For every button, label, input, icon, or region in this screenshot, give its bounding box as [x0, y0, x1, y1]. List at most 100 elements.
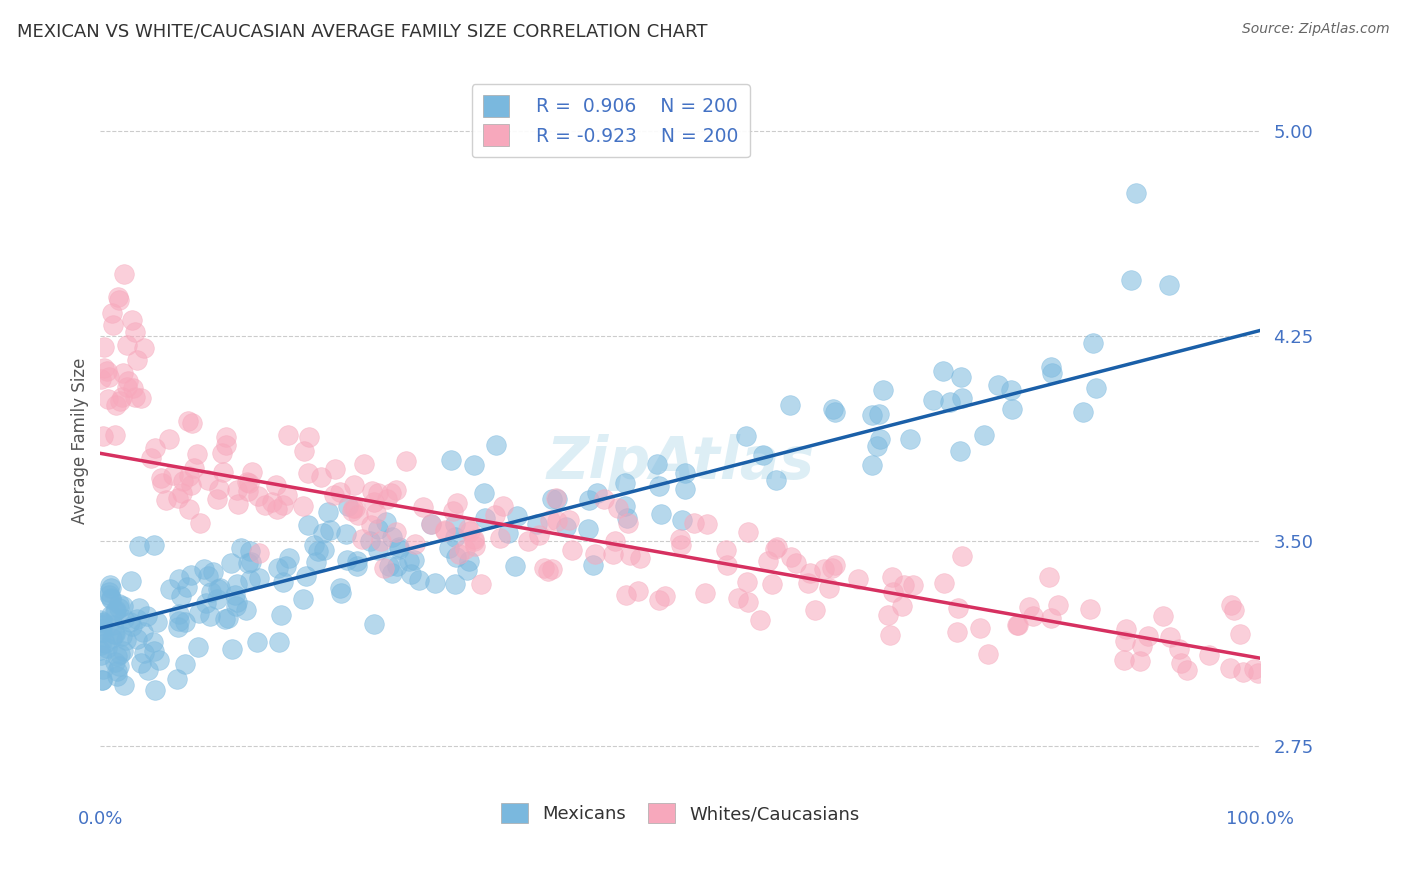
Point — [616, 516, 638, 530]
Point — [1071, 404, 1094, 418]
Point — [105, 648, 128, 663]
Point — [1168, 641, 1191, 656]
Point — [247, 571, 270, 585]
Point — [879, 628, 901, 642]
Point — [446, 496, 468, 510]
Point — [456, 563, 478, 577]
Y-axis label: Average Family Size: Average Family Size — [72, 358, 89, 524]
Point — [120, 574, 142, 589]
Point — [173, 657, 195, 671]
Point — [238, 484, 260, 499]
Point — [112, 678, 135, 692]
Point — [118, 615, 141, 629]
Point — [900, 432, 922, 446]
Point — [104, 427, 127, 442]
Point — [205, 491, 228, 506]
Point — [1114, 633, 1136, 648]
Point — [735, 429, 758, 443]
Point — [105, 668, 128, 682]
Point — [470, 576, 492, 591]
Point — [541, 491, 564, 506]
Point — [603, 534, 626, 549]
Point — [297, 517, 319, 532]
Point — [197, 569, 219, 583]
Point — [104, 398, 127, 412]
Point — [366, 506, 388, 520]
Point — [90, 673, 112, 687]
Point — [159, 582, 181, 596]
Point — [546, 515, 568, 529]
Point — [309, 469, 332, 483]
Point — [90, 638, 112, 652]
Point — [215, 430, 238, 444]
Point — [132, 646, 155, 660]
Point — [101, 306, 124, 320]
Point — [555, 520, 578, 534]
Point — [716, 558, 738, 573]
Point — [765, 473, 787, 487]
Point — [157, 432, 180, 446]
Point — [544, 491, 567, 506]
Point — [441, 503, 464, 517]
Point — [176, 580, 198, 594]
Point — [91, 615, 114, 630]
Point — [98, 577, 121, 591]
Point — [188, 516, 211, 530]
Point — [654, 589, 676, 603]
Point — [312, 542, 335, 557]
Point — [1040, 366, 1063, 380]
Point — [346, 554, 368, 568]
Point — [946, 625, 969, 640]
Point — [169, 589, 191, 603]
Point — [298, 430, 321, 444]
Point — [370, 534, 392, 549]
Point — [143, 442, 166, 456]
Point — [848, 572, 870, 586]
Point — [576, 523, 599, 537]
Point — [444, 530, 467, 544]
Point — [1170, 656, 1192, 670]
Point — [373, 561, 395, 575]
Point — [108, 601, 131, 615]
Point — [101, 631, 124, 645]
Point — [198, 608, 221, 623]
Point — [111, 629, 134, 643]
Point — [1130, 639, 1153, 653]
Point — [491, 500, 513, 514]
Point — [484, 508, 506, 523]
Point — [388, 540, 411, 554]
Point — [458, 524, 481, 538]
Point — [1040, 360, 1063, 375]
Point — [586, 485, 609, 500]
Point — [329, 586, 352, 600]
Text: Source: ZipAtlas.com: Source: ZipAtlas.com — [1241, 22, 1389, 37]
Point — [360, 517, 382, 532]
Point — [860, 458, 883, 472]
Point — [1219, 660, 1241, 674]
Point — [893, 577, 915, 591]
Point — [172, 486, 194, 500]
Point — [111, 644, 134, 658]
Point — [419, 517, 441, 532]
Point — [821, 402, 844, 417]
Point — [105, 603, 128, 617]
Point — [89, 613, 111, 627]
Point — [374, 516, 396, 530]
Point — [1125, 186, 1147, 201]
Point — [412, 500, 434, 514]
Point — [276, 488, 298, 502]
Point — [193, 562, 215, 576]
Point — [240, 465, 263, 479]
Point — [363, 617, 385, 632]
Point — [142, 634, 165, 648]
Point — [1198, 648, 1220, 662]
Point — [433, 523, 456, 537]
Point — [648, 593, 671, 607]
Point — [90, 617, 112, 632]
Point — [628, 551, 651, 566]
Point — [946, 601, 969, 615]
Point — [148, 653, 170, 667]
Point — [121, 619, 143, 633]
Point — [606, 501, 628, 516]
Point — [668, 532, 690, 546]
